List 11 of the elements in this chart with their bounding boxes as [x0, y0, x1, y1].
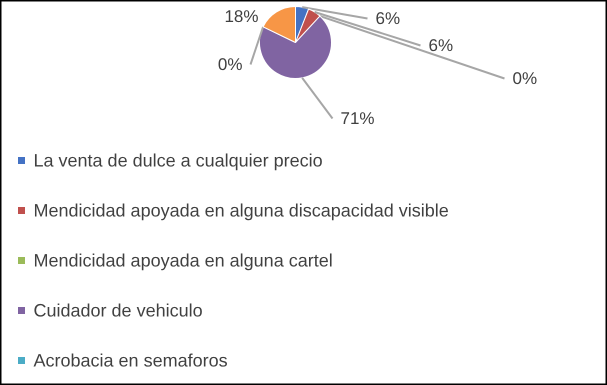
data-label: 6%: [376, 9, 400, 28]
text: 0%: [218, 55, 243, 74]
data-label: 18%: [224, 7, 259, 26]
legend-label: Mendicidad apoyada en alguna cartel: [34, 250, 333, 270]
data-label: 71%: [340, 109, 375, 128]
legend-label: Acrobacia en semaforos: [34, 350, 228, 370]
data-label: 6%: [428, 36, 454, 55]
legend-label: Cuidador de vehiculo: [34, 300, 203, 320]
legend-label: Mendicidad apoyada en alguna discapacidad visible: [34, 200, 449, 220]
legend-label: La venta de dulce a cualquier precio: [34, 150, 323, 170]
text: 0%: [512, 69, 538, 88]
